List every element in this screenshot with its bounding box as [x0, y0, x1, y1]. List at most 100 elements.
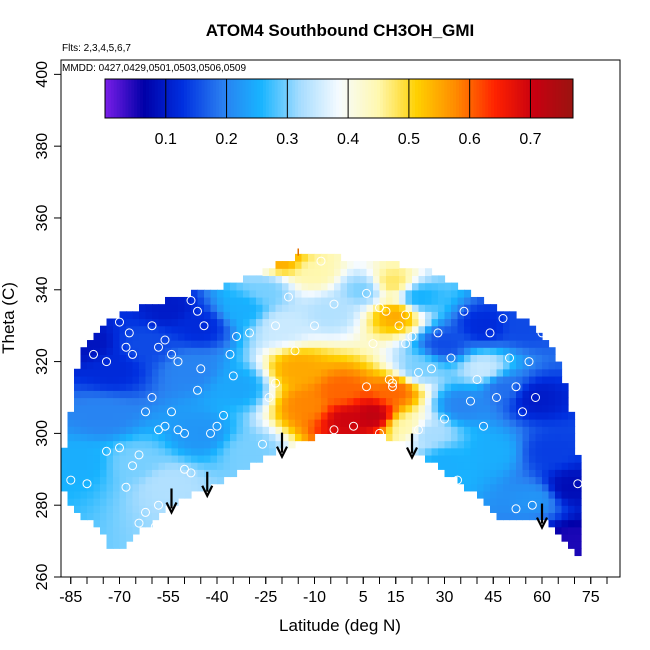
- heatmap-cell: [353, 375, 361, 384]
- sample-point: [121, 342, 131, 352]
- heatmap-cell: [165, 318, 173, 327]
- heatmap-cell: [217, 347, 225, 355]
- heatmap-cell: [405, 289, 413, 298]
- sample-point: [154, 500, 163, 510]
- heatmap-cell: [223, 419, 231, 427]
- heatmap-cell: [301, 268, 309, 277]
- heatmap-cell: [67, 440, 75, 449]
- heatmap-cell: [236, 375, 244, 384]
- heatmap-cell: [386, 383, 394, 391]
- heatmap-cell: [275, 419, 283, 427]
- colorbar-segment: [540, 79, 545, 118]
- heatmap-cell: [249, 397, 257, 406]
- heatmap-cell: [230, 383, 238, 391]
- heatmap-cell: [327, 368, 335, 377]
- heatmap-cell: [392, 375, 400, 384]
- heatmap-cell: [542, 347, 550, 355]
- heatmap-cell: [113, 426, 121, 434]
- heatmap-cell: [132, 519, 140, 528]
- heatmap-cell: [113, 526, 121, 535]
- colorbar-segment: [423, 79, 428, 118]
- heatmap-cell: [210, 440, 218, 449]
- heatmap-cell: [327, 253, 335, 262]
- heatmap-cell: [568, 505, 576, 513]
- heatmap-cell: [191, 390, 199, 399]
- heatmap-cell: [483, 454, 491, 463]
- colorbar-segment: [128, 79, 132, 118]
- heatmap-cell: [379, 311, 387, 320]
- heatmap-cell: [119, 397, 127, 406]
- heatmap-cell: [522, 361, 530, 370]
- heatmap-cell: [301, 433, 309, 442]
- colorbar-segment: [426, 79, 431, 118]
- heatmap-cell: [236, 340, 244, 348]
- heatmap-cell: [379, 375, 387, 384]
- heatmap-cell: [126, 368, 134, 377]
- heatmap-cell: [230, 368, 238, 377]
- heatmap-cell: [340, 296, 348, 305]
- heatmap-cell: [93, 390, 101, 399]
- heatmap-cell: [438, 433, 446, 442]
- sample-point: [102, 446, 111, 456]
- heatmap-cell: [542, 512, 550, 521]
- heatmap-cell: [477, 318, 485, 327]
- heatmap-cell: [438, 347, 446, 355]
- heatmap-cell: [132, 404, 140, 413]
- heatmap-cell: [165, 311, 173, 320]
- heatmap-cell: [100, 483, 108, 492]
- heatmap-cell: [334, 289, 342, 298]
- heatmap-cell: [197, 447, 205, 456]
- heatmap-cell: [178, 383, 186, 391]
- heatmap-cell: [145, 476, 153, 485]
- colorbar-segment: [265, 79, 270, 118]
- heatmap-cell: [223, 383, 231, 391]
- heatmap-cell: [542, 498, 550, 506]
- heatmap-cell: [106, 318, 114, 327]
- heatmap-cell: [509, 347, 517, 355]
- heatmap-cell: [412, 296, 420, 305]
- heatmap-cell: [126, 512, 134, 521]
- heatmap-cell: [158, 325, 166, 334]
- heatmap-cell: [379, 411, 387, 420]
- heatmap-cell: [503, 433, 511, 442]
- heatmap-cell: [444, 361, 452, 370]
- heatmap-cell: [568, 526, 576, 535]
- heatmap-cell: [249, 454, 257, 463]
- heatmap-cell: [288, 383, 296, 391]
- colorbar-segment: [300, 79, 305, 118]
- heatmap-cell: [100, 490, 108, 499]
- heatmap-cell: [243, 354, 251, 363]
- heatmap-cell: [535, 390, 543, 399]
- heatmap-cell: [80, 375, 88, 384]
- sample-point: [228, 371, 238, 381]
- heatmap-cell: [340, 375, 348, 384]
- heatmap-cell: [522, 462, 530, 470]
- heatmap-cell: [522, 433, 530, 442]
- heatmap-cell: [243, 368, 251, 377]
- heatmap-cell: [535, 483, 543, 492]
- colorbar-segment: [134, 79, 138, 118]
- heatmap-cell: [210, 361, 218, 370]
- heatmap-cell: [548, 490, 556, 499]
- heatmap-cell: [288, 390, 296, 399]
- heatmap-cell: [100, 505, 108, 513]
- heatmap-cell: [100, 375, 108, 384]
- heatmap-cell: [191, 397, 199, 406]
- heatmap-cell: [444, 383, 452, 391]
- heatmap-cell: [444, 397, 452, 406]
- heatmap-cell: [516, 490, 524, 499]
- heatmap-cell: [295, 253, 303, 262]
- heatmap-cell: [373, 361, 381, 370]
- heatmap-cell: [353, 426, 361, 434]
- colorbar-tick-label: 0.4: [337, 131, 359, 148]
- heatmap-cell: [295, 261, 303, 269]
- heatmap-cell: [74, 404, 82, 413]
- heatmap-cell: [431, 419, 439, 427]
- heatmap-cell: [366, 296, 374, 305]
- colorbar-segment: [356, 79, 360, 118]
- heatmap-cell: [126, 519, 134, 528]
- colorbar-segment: [122, 79, 126, 118]
- colorbar-segment: [552, 79, 556, 118]
- heatmap-cell: [152, 512, 160, 521]
- heatmap-cell: [542, 440, 550, 449]
